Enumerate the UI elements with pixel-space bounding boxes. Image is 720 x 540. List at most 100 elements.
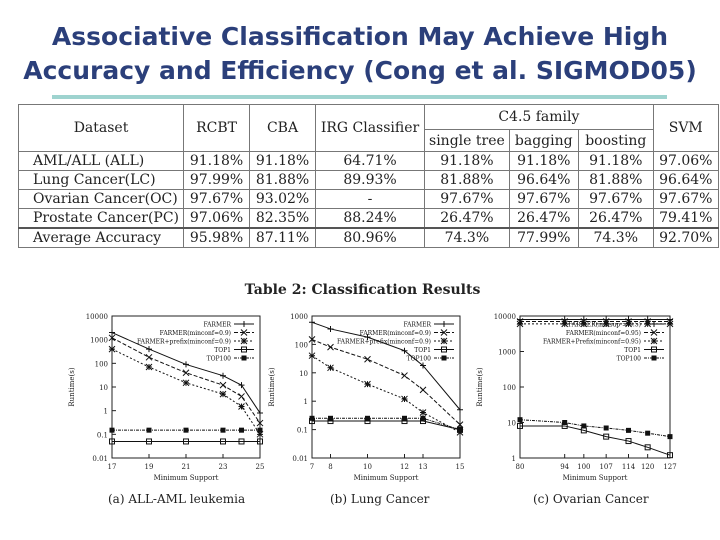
y-tick-label: 1000	[290, 313, 308, 321]
series-line	[312, 420, 461, 431]
data-point	[364, 380, 371, 388]
series-line	[311, 321, 461, 411]
accuracy-cell: 77.99%	[508, 227, 579, 248]
legend-marker	[650, 337, 658, 345]
data-point	[517, 417, 523, 423]
header-irg: IRG Classifier	[315, 104, 426, 152]
data-point	[402, 415, 407, 421]
accuracy-cell: 88.24%	[315, 208, 426, 229]
x-tick-label: 25	[256, 463, 265, 471]
x-tick-label: 19	[145, 463, 154, 471]
data-point	[327, 364, 334, 372]
y-tick-label: 10000	[494, 313, 516, 321]
data-point	[602, 320, 610, 328]
data-point	[328, 415, 333, 421]
data-point	[401, 395, 408, 403]
x-tick-label: 8	[328, 463, 332, 471]
x-axis-label: Minimum Support	[154, 474, 219, 482]
legend-label: FARMER(minconf=0.9)	[360, 330, 431, 337]
data-point	[327, 325, 334, 332]
chart-caption-c: (c) Ovarian Cancer	[533, 492, 649, 506]
y-tick-label: 1	[104, 408, 108, 416]
data-point	[109, 329, 115, 336]
accuracy-cell: 80.96%	[315, 227, 426, 248]
data-point	[239, 427, 244, 433]
x-tick-label: 7	[310, 463, 314, 471]
data-point	[145, 363, 153, 371]
data-point	[625, 320, 632, 328]
accuracy-cell: 81.88%	[249, 170, 317, 190]
runtime-chart-all-aml: 0.01 0.1 1 10 100 1000 10000 17 19 21 23 25 Minimum …	[68, 313, 265, 482]
table-row: Prostate Cancer(PC) 97.06% 82.35% 88.24% 26.…	[17, 208, 719, 229]
series-line	[520, 425, 671, 456]
data-point	[238, 403, 245, 410]
accuracy-cell: 97.99%	[183, 170, 251, 190]
header-single-tree: single tree	[424, 129, 510, 152]
legend-label: FARMER(minconf=0.95)	[566, 330, 641, 337]
header-cba: CBA	[249, 104, 317, 152]
x-tick-label: 21	[182, 463, 191, 471]
data-point	[219, 381, 227, 389]
y-axis-label: Runtime(s)	[68, 367, 76, 406]
legend-label: TOP100	[207, 356, 232, 363]
y-axis-label: Runtime(s)	[268, 367, 276, 406]
legend-marker	[440, 329, 448, 336]
table-row: Average Accuracy 95.98% 87.11% 80.96% 74.3% 7…	[17, 227, 719, 248]
header-c45-family: C4.5 family	[424, 104, 654, 130]
plot-frame	[519, 315, 671, 459]
legend-label: TOP1	[414, 347, 431, 354]
legend-label: TOP1	[214, 347, 231, 354]
data-point	[419, 409, 427, 416]
data-point	[420, 362, 426, 369]
data-point	[108, 334, 116, 342]
dataset-cell: Prostate Cancer(PC)	[17, 208, 185, 229]
x-tick-label: 120	[641, 463, 654, 471]
legend-marker	[241, 355, 247, 361]
y-tick-label: 100	[503, 384, 516, 392]
data-point	[257, 409, 263, 416]
accuracy-cell: 91.18%	[249, 151, 317, 171]
data-point	[603, 425, 609, 431]
data-point	[561, 320, 569, 328]
table-row: Ovarian Cancer(OC) 97.67% 93.02% -97.67% 97.…	[17, 189, 719, 209]
y-tick-label: 100	[295, 341, 308, 349]
legend-marker	[651, 355, 657, 361]
legend-label: FARMER+Prefix(minconf=0.95)	[543, 339, 641, 346]
accuracy-cell: 81.88%	[424, 170, 510, 190]
data-point	[457, 406, 463, 413]
x-axis-label: Minimum Support	[563, 474, 628, 482]
chart-caption-b: (b) Lung Cancer	[330, 492, 430, 506]
x-tick-label: 114	[622, 463, 636, 471]
data-point	[257, 427, 263, 433]
legend-marker	[441, 355, 447, 361]
plot-frame	[111, 315, 261, 459]
data-point	[364, 355, 371, 363]
data-point	[645, 430, 651, 436]
accuracy-cell: 26.47%	[424, 208, 510, 229]
legend-marker	[441, 346, 447, 353]
y-tick-label: 10	[507, 420, 516, 428]
data-point	[109, 427, 115, 433]
y-tick-label: 10	[299, 370, 308, 378]
x-tick-label: 94	[560, 463, 569, 471]
legend-marker	[651, 346, 657, 353]
accuracy-cell: 74.3%	[577, 227, 654, 248]
title-line-1: Associative Classification May Achieve H…	[51, 22, 669, 51]
legend-label: FARMER(minconf=0.9)	[160, 330, 231, 337]
legend-label: TOP100	[407, 356, 432, 363]
accuracy-cell: 97.06%	[183, 208, 251, 229]
chart-caption-a: (a) ALL-AML leukemia	[108, 492, 246, 506]
legend-label: TOP100	[617, 356, 642, 363]
accuracy-cell: 97.67%	[424, 189, 510, 209]
runtime-chart-ovarian-cancer: 1 10 100 1000 10000 80 94 100 107 114 120 127 Minimu…	[476, 313, 677, 482]
data-point	[183, 438, 189, 445]
y-tick-label: 0.1	[297, 427, 308, 435]
legend-marker	[240, 329, 248, 336]
legend-label: FARMER+prefix(minconf=0.9)	[337, 339, 431, 346]
legend-label: FARMER	[403, 322, 431, 329]
legend-label: FARMER+prefix(minconf=0.9)	[137, 339, 231, 346]
x-tick-label: 127	[663, 463, 676, 471]
table-row: AML/ALL (ALL) 91.18% 91.18% 64.71% 91.18% 91.…	[17, 151, 719, 171]
data-point	[420, 415, 426, 421]
dataset-cell: Average Accuracy	[17, 227, 185, 248]
